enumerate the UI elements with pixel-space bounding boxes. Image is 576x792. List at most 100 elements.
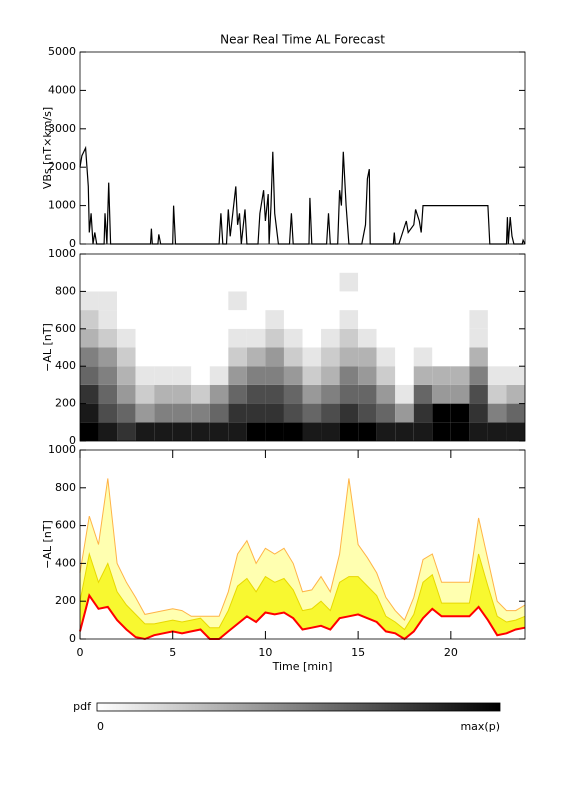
y-tick-label: 400 [55, 556, 76, 569]
pdf-cell [487, 366, 507, 385]
pdf-cell [432, 291, 451, 311]
pdf-cell [321, 384, 340, 404]
pdf-cell [265, 366, 284, 385]
pdf-cell [413, 254, 433, 273]
pdf-cell [246, 403, 266, 423]
pdf-cell [246, 291, 266, 311]
pdf-cell [321, 403, 340, 423]
pdf-cell [469, 291, 488, 311]
pdf-cell [395, 291, 414, 311]
pdf-cell [432, 254, 451, 273]
x-tick-label: 0 [77, 646, 84, 659]
y-tick-label: 3000 [48, 122, 76, 135]
pdf-cell [246, 254, 266, 273]
pdf-cell [487, 272, 507, 292]
pdf-cell [154, 328, 173, 348]
pdf-cell [283, 272, 303, 292]
pdf-cell [321, 291, 340, 311]
y-tick-label: 1000 [48, 443, 76, 456]
pdf-cell [283, 403, 303, 423]
pdf-cell [265, 347, 284, 367]
pdf-cell [80, 366, 99, 385]
pdf-cell [98, 328, 118, 348]
pdf-cell [98, 384, 118, 404]
pdf-cell [246, 422, 266, 441]
pdf-cell [117, 347, 136, 367]
pdf-cell [228, 310, 247, 329]
pdf-cell [135, 422, 155, 441]
pdf-cell [191, 422, 210, 441]
pdf-cell [172, 254, 192, 273]
pdf-cell [172, 422, 192, 441]
pdf-cell [265, 328, 284, 348]
pdf-cell [172, 347, 192, 367]
pdf-cell [506, 254, 525, 273]
pdf-cell [506, 422, 525, 441]
pdf-cell [265, 384, 284, 404]
pdf-cell [395, 328, 414, 348]
pdf-cell [172, 366, 192, 385]
y-tick-label: 2000 [48, 160, 76, 173]
pdf-cell [321, 310, 340, 329]
pdf-cell [80, 403, 99, 423]
pdf-cell [506, 384, 525, 404]
x-tick-label: 20 [444, 646, 458, 659]
y-tick-label: 4000 [48, 83, 76, 96]
pdf-cell [506, 403, 525, 423]
y-tick-label: 200 [55, 594, 76, 607]
pdf-cell [395, 384, 414, 404]
pdf-cell [228, 291, 247, 311]
pdf-cell [321, 422, 340, 441]
pdf-cell [135, 347, 155, 367]
pdf-cell [432, 384, 451, 404]
pdf-cell [98, 272, 118, 292]
y-tick-label: 200 [55, 397, 76, 410]
area [80, 478, 525, 639]
pdf-cell [395, 422, 414, 441]
pdf-cell [172, 384, 192, 404]
pdf-cell [135, 291, 155, 311]
pdf-cell [209, 403, 229, 423]
pdf-cell [358, 366, 377, 385]
pdf-cell [506, 328, 525, 348]
pdf-cell [506, 366, 525, 385]
pdf-cell [135, 272, 155, 292]
pdf-cell [209, 366, 229, 385]
pdf-cell [395, 310, 414, 329]
pdf-cell [80, 328, 99, 348]
pdf-cell [321, 328, 340, 348]
pdf-cell [432, 272, 451, 292]
panel [80, 254, 525, 441]
y-tick-label: 800 [55, 284, 76, 297]
pdf-cell [413, 272, 433, 292]
pdf-cell [487, 403, 507, 423]
pdf-cell [432, 422, 451, 441]
x-axis-label: Time [min] [272, 660, 333, 673]
pdf-cell [283, 328, 303, 348]
pdf-cell [302, 347, 322, 367]
pdf-cell [413, 328, 433, 348]
pdf-cell [283, 384, 303, 404]
pdf-cell [339, 347, 359, 367]
pdf-cell [154, 422, 173, 441]
pdf-cell [265, 422, 284, 441]
pdf-cell [432, 403, 451, 423]
pdf-cell [506, 310, 525, 329]
pdf-cell [283, 310, 303, 329]
pdf-cell [413, 422, 433, 441]
pdf-cell [191, 328, 210, 348]
pdf-cell [98, 254, 118, 273]
pdf-cell [191, 347, 210, 367]
pdf-cell [339, 328, 359, 348]
pdf-cell [246, 366, 266, 385]
pdf-cell [487, 328, 507, 348]
pdf-cell [191, 403, 210, 423]
pdf-cell [191, 366, 210, 385]
pdf-cell [302, 291, 322, 311]
pdf-cell [302, 422, 322, 441]
pdf-cell [321, 254, 340, 273]
pdf-cell [246, 328, 266, 348]
pdf-cell [339, 310, 359, 329]
pdf-cell [154, 310, 173, 329]
pdf-cell [172, 272, 192, 292]
